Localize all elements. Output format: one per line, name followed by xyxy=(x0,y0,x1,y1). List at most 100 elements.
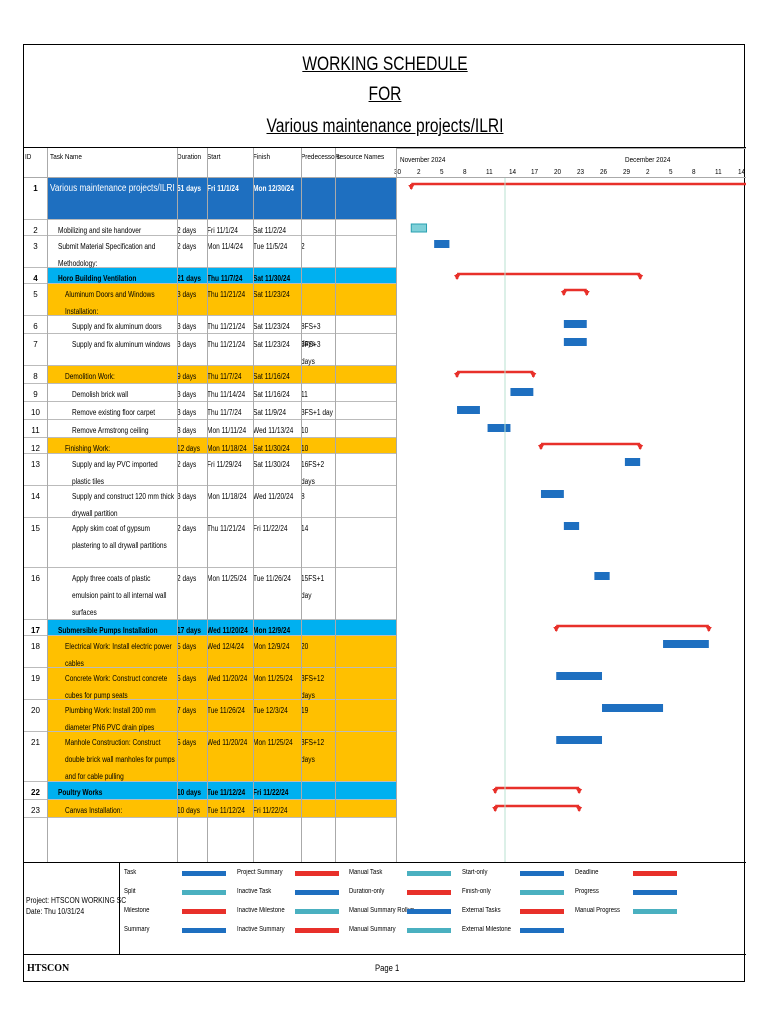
gantt-summary-bar[interactable] xyxy=(455,272,642,279)
gantt-summary-bar[interactable] xyxy=(455,370,535,377)
task-name: Finishing Work: xyxy=(65,444,111,453)
gantt-task-bar[interactable] xyxy=(487,424,511,432)
legend-item-label: Manual Task xyxy=(349,869,383,876)
task-pred: 19 xyxy=(301,706,309,715)
task-finish: Fri 11/22/24 xyxy=(253,806,288,815)
timescale-day-label: 11 xyxy=(714,167,722,176)
col-id: ID xyxy=(25,152,32,161)
task-start: Fri 11/1/24 xyxy=(207,226,238,235)
task-start: Thu 11/21/24 xyxy=(207,340,246,349)
task-name: Submit Material Specification and Method… xyxy=(58,242,156,268)
gantt-summary-bar[interactable] xyxy=(493,786,581,793)
task-row[interactable]: 14 Supply and construct 120 mm thick dryw… xyxy=(24,486,396,518)
summary-end-marker xyxy=(576,807,583,812)
task-start: Mon 11/4/24 xyxy=(207,242,243,251)
task-row[interactable]: 10 Remove existing floor carpet 3 days Thu … xyxy=(24,402,396,420)
task-row[interactable]: 5 Aluminum Doors and Windows Installation… xyxy=(24,284,396,316)
task-row[interactable]: 18 Electrical Work: Install electric powe… xyxy=(24,636,396,668)
gantt-summary-bar[interactable] xyxy=(410,182,746,189)
gantt-task-bar[interactable] xyxy=(410,223,428,233)
task-row[interactable]: 7 Supply and fix aluminum windows 3 days Th… xyxy=(24,334,396,366)
gantt-task-bar[interactable] xyxy=(663,640,709,648)
row-fill xyxy=(47,782,396,799)
task-duration: 2 days xyxy=(177,226,197,235)
gantt-task-bar[interactable] xyxy=(434,240,450,248)
column-divider xyxy=(335,148,336,862)
task-row[interactable]: 4 Horo Building Ventilation 21 days Thu 11/… xyxy=(24,268,396,284)
task-row[interactable]: 6 Supply and fix aluminum doors 3 days Thu … xyxy=(24,316,396,348)
task-duration: 2 days xyxy=(177,524,197,533)
legend-project: Project: HTSCON WORKING SC xyxy=(26,896,127,905)
legend-item-label: Finish-only xyxy=(462,888,491,895)
task-row[interactable]: 15 Apply skim coat of gypsum plastering t… xyxy=(24,518,396,568)
legend-item-label: External Milestone xyxy=(462,926,511,933)
task-duration: 9 days xyxy=(177,372,197,381)
task-row[interactable]: 8 Demolition Work: 9 days Thu 11/7/24 Sat 11… xyxy=(24,366,396,384)
task-row[interactable]: 22 Poultry Works 10 days Tue 11/12/24 Fri 11… xyxy=(24,782,396,800)
legend-swatch xyxy=(407,928,451,933)
legend-item-label: Duration-only xyxy=(349,888,385,895)
task-finish: Fri 11/22/24 xyxy=(253,788,289,797)
task-row[interactable]: 17 Submersible Pumps Installation 17 days W… xyxy=(24,620,396,636)
task-duration: 5 days xyxy=(177,738,197,747)
col-start: Start xyxy=(207,152,221,161)
task-pred: 3FS+1 day xyxy=(301,408,333,417)
timescale-day-label: 30 xyxy=(394,167,402,176)
gantt-summary-bar[interactable] xyxy=(539,442,642,449)
gantt-task-bar[interactable] xyxy=(457,406,480,414)
gantt-task-bar[interactable] xyxy=(556,736,603,744)
task-name: Remove Armstrong ceiling xyxy=(72,426,149,435)
task-name: Supply and construct 120 mm thick drywal… xyxy=(72,492,175,518)
task-row[interactable]: 19 Concrete Work: Construct concrete cube… xyxy=(24,668,396,700)
task-pred: 8 xyxy=(301,492,305,501)
legend-item-label: Progress xyxy=(575,888,599,895)
task-row[interactable]: 3 Submit Material Specification and Metho… xyxy=(24,236,396,268)
gantt-task-bar[interactable] xyxy=(540,490,564,498)
gantt-summary-bar[interactable] xyxy=(554,624,711,631)
row-fill xyxy=(47,700,396,731)
legend-item-label: Deadline xyxy=(575,869,599,876)
gantt-task-bar[interactable] xyxy=(510,388,534,396)
task-finish: Tue 11/26/24 xyxy=(253,574,291,583)
summary-end-marker xyxy=(408,185,415,190)
task-row[interactable]: 20 Plumbing Work: Install 200 mm diameter… xyxy=(24,700,396,732)
task-pred: 3FS+12 days xyxy=(301,674,325,700)
gantt-task-bar[interactable] xyxy=(556,672,603,680)
gantt-document: WORKING SCHEDULE FOR Various maintenance… xyxy=(23,44,746,982)
timescale-day-label: 8 xyxy=(691,167,696,176)
task-duration: 17 days xyxy=(177,626,202,635)
task-row[interactable]: 1 Various maintenance projects/ILRI 51 day… xyxy=(24,178,396,220)
task-start: Thu 11/14/24 xyxy=(207,390,246,399)
task-finish: Sat 11/16/24 xyxy=(253,372,290,381)
timescale-month-dec: December 2024 xyxy=(625,155,671,164)
task-row[interactable]: 11 Remove Armstrong ceiling 3 days Mon 11/1… xyxy=(24,420,396,438)
gantt-task-bar[interactable] xyxy=(624,458,641,466)
legend-item-label: Manual Summary Rollup xyxy=(349,907,415,914)
gantt-task-bar[interactable] xyxy=(563,338,587,346)
task-row[interactable]: 12 Finishing Work: 12 days Mon 11/18/24 Sat … xyxy=(24,438,396,454)
col-task-name: Task Name xyxy=(50,152,82,161)
gantt-summary-bar[interactable] xyxy=(493,804,581,811)
legend-swatch xyxy=(633,909,677,914)
task-row[interactable]: 21 Manhole Construction: Construct double… xyxy=(24,732,396,782)
task-name: Canvas Installation: xyxy=(65,806,123,815)
task-row[interactable]: 2 Mobilizing and site handover 2 days Fri 1… xyxy=(24,220,396,236)
task-row[interactable]: 23 Canvas Installation: 10 days Tue 11/12/2… xyxy=(24,800,396,818)
task-start: Mon 11/25/24 xyxy=(207,574,247,583)
task-row[interactable]: 9 Demolish brick wall 3 days Thu 11/14/24 Sa… xyxy=(24,384,396,402)
row-fill xyxy=(47,800,396,817)
gantt-task-bar[interactable] xyxy=(602,704,664,712)
col-resource-names: Resource Names xyxy=(335,152,385,161)
legend-item-label: Inactive Task xyxy=(237,888,272,895)
gantt-task-bar[interactable] xyxy=(594,572,610,580)
task-id: 10 xyxy=(31,408,40,417)
task-id: 7 xyxy=(33,340,38,349)
task-row[interactable]: 16 Apply three coats of plastic emulsion … xyxy=(24,568,396,620)
gantt-task-bar[interactable] xyxy=(563,522,580,530)
gantt-task-bar[interactable] xyxy=(563,320,587,328)
task-duration: 2 days xyxy=(177,574,197,583)
gantt-summary-bar[interactable] xyxy=(562,288,588,295)
task-row[interactable]: 13 Supply and lay PVC imported plastic ti… xyxy=(24,454,396,486)
task-name: Concrete Work: Construct concrete cubes … xyxy=(65,674,168,700)
task-pred: 2 xyxy=(301,242,305,251)
